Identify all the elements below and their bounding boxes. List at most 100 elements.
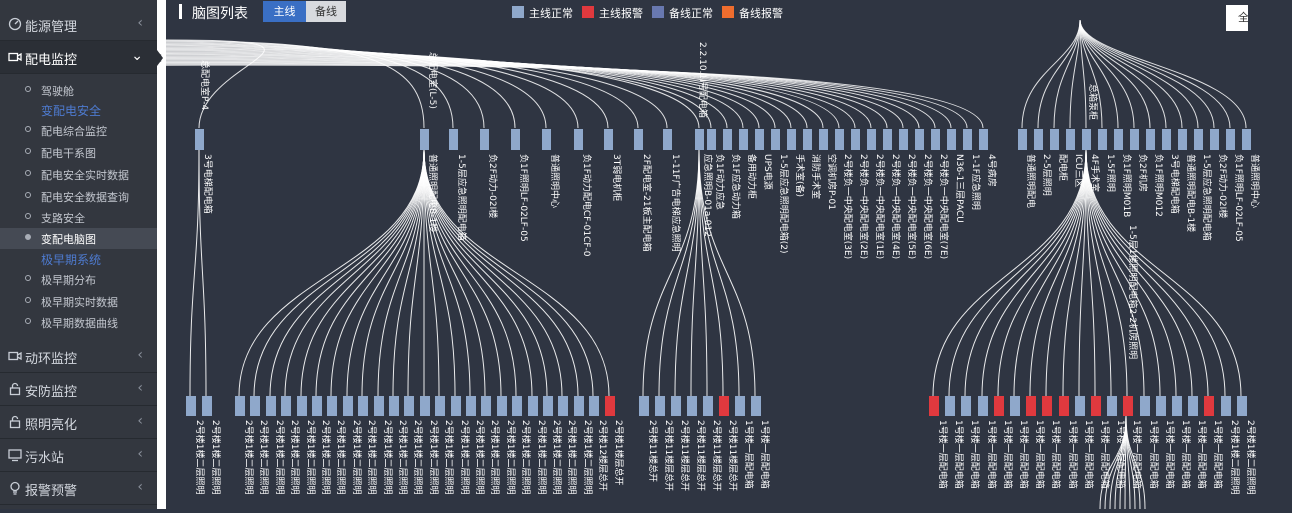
circle-icon [25, 86, 31, 92]
sub-item-4[interactable]: 配电安全数据查询 [0, 186, 157, 207]
tree-link [423, 149, 548, 397]
mind-node-leaf-label: 2号楼1楼二层照明 [536, 420, 548, 494]
nav-lighting[interactable]: 照明亮化 ‹ [0, 406, 157, 439]
sub-item-label: 配电综合监控 [41, 125, 107, 138]
sub-item-6-selected[interactable]: 变配电脑图 [0, 228, 157, 249]
tree-link [315, 149, 425, 397]
nav-power-monitor[interactable]: 配电监控 ⌄ [0, 41, 157, 74]
mind-node-leaf [978, 396, 988, 416]
mind-node-mid [915, 129, 924, 150]
tree-link [407, 149, 425, 397]
mind-node-mid-label: 负1F照明M01B [1121, 154, 1133, 217]
mind-node-leaf [655, 396, 665, 416]
nav-power-monitor-label: 配电监控 [25, 53, 78, 68]
legend-label: 主线正常 [529, 7, 573, 20]
sub-item-label: 极早期数据曲线 [41, 317, 118, 330]
mind-node-leaf [297, 396, 307, 416]
mind-node-leaf [481, 396, 491, 416]
title-accent-bar [179, 4, 182, 19]
tree-link [981, 149, 1087, 397]
nav-env-monitor[interactable]: 动环监控 ‹ [0, 340, 157, 373]
nav-alarm-label: 报警预警 [25, 484, 78, 499]
mind-node-mid [1098, 129, 1107, 150]
mind-node-mid-label: 4号病房 [986, 154, 998, 187]
tree-link [423, 149, 517, 397]
mind-node-leaf-label: 2号楼11楼层总开 [663, 420, 675, 491]
mind-node-leaf [1010, 396, 1020, 416]
mind-node-leaf [1026, 396, 1036, 416]
chevron-left-icon: ‹ [137, 479, 143, 495]
mind-node-leaf-label: 2号楼1楼二层照明 [412, 420, 424, 494]
sub-item-7[interactable]: 极早期分布 [0, 269, 157, 290]
tree-link [948, 149, 1087, 397]
bulb-icon [10, 481, 20, 495]
mind-node-mid [1050, 129, 1059, 150]
nav-security[interactable]: 安防监控 ‹ [0, 373, 157, 406]
mind-node-mid [1018, 129, 1027, 150]
sub-item-8[interactable]: 极早期实时数据 [0, 291, 157, 312]
sub-item-1[interactable]: 配电综合监控 [0, 120, 157, 141]
sub-item-3[interactable]: 配电安全实时数据 [0, 164, 157, 185]
mind-node-mid-label: 3号电梯配电箱 [202, 154, 214, 214]
mind-node-leaf [202, 396, 212, 416]
collapse-arrow-icon[interactable] [157, 0, 166, 509]
tree-link [238, 149, 425, 397]
mind-node-mid-label: 2F配电室-21板主配电箱 [641, 154, 653, 252]
mind-node-mid-label: 手术室(备) [794, 154, 806, 197]
sub-item-9[interactable]: 极早期数据曲线 [0, 312, 157, 333]
nav-alarm[interactable]: 报警预警 ‹ [0, 472, 157, 505]
tree-link [166, 56, 840, 129]
tree-link [423, 149, 610, 397]
gauge-icon [8, 17, 22, 31]
mindmap-canvas[interactable]: 3号电梯配电箱 普通照明配电B-1楼 1-5层应急照明配电箱 负2F动力-02I楼 负1… [166, 0, 1292, 509]
mind-node-mid [931, 129, 940, 150]
mind-node-mid-label: 消防手术室 [810, 154, 822, 199]
sub-cockpit[interactable]: 驾驶舱 [0, 80, 157, 101]
root-label: 2.2.10.1I号配电箱 [697, 42, 709, 118]
mind-node-mid [1178, 129, 1187, 150]
mind-node-mid-label: 负1F照明M012 [1153, 154, 1165, 217]
mind-node-leaf-label: 2号楼1楼二层照明 [320, 420, 332, 494]
mind-node-leaf [404, 396, 414, 416]
tree-link [698, 149, 756, 397]
mind-node-mid-label: 2号楼负一中央配电室(4E) [890, 154, 902, 259]
sub-item-5[interactable]: 支路安全 [0, 207, 157, 228]
mind-node-mid [604, 129, 613, 150]
mind-node-mid [723, 129, 732, 150]
tree-link [1079, 19, 1215, 129]
group-title-substation: 变配电安全 [41, 104, 102, 118]
tree-link [284, 149, 425, 397]
mind-node-leaf-label: 1号楼一层配电箱 [1164, 420, 1176, 489]
tree-link [1037, 19, 1081, 129]
mind-node-mid [542, 129, 551, 150]
mind-node-mid-label: 空调机房P-01 [826, 154, 838, 210]
mind-node-leaf-label: 2号楼1楼二层照明 [382, 420, 394, 494]
tree-link [166, 58, 872, 129]
tree-link [423, 149, 486, 397]
nav-energy[interactable]: 能源管理 ‹ [0, 8, 157, 41]
nav-sewage-label: 污水站 [25, 451, 65, 466]
legend-swatch [582, 6, 594, 18]
fullscreen-button[interactable]: 全屏 [1226, 5, 1248, 31]
legend-label: 备线正常 [669, 7, 713, 20]
mind-node-leaf [497, 396, 507, 416]
tab-backup-line[interactable]: 备线 [306, 1, 346, 22]
camera-icon [8, 351, 22, 361]
legend-swatch [652, 6, 664, 18]
sub-item-2[interactable]: 配电干系图 [0, 142, 157, 163]
tab-main-line[interactable]: 主线 [263, 1, 306, 22]
sub-item-label: 变配电脑图 [41, 233, 96, 246]
mind-node-mid [1146, 129, 1155, 150]
mind-node-leaf-label: 2号楼11楼层总开 [727, 420, 739, 491]
mind-node-mid [851, 129, 860, 150]
mind-node-mid [634, 129, 643, 150]
chevron-down-icon: ⌄ [131, 48, 143, 64]
mind-node-leaf-label: 2号楼1楼二层照明 [566, 420, 578, 494]
tree-link [1069, 19, 1081, 129]
mind-node-mid-label: 2号楼负一中央配电室(3E) [842, 154, 854, 259]
mind-node-mid [787, 129, 796, 150]
mind-node-mid [663, 129, 672, 150]
mind-node-mid [947, 129, 956, 150]
nav-sewage[interactable]: 污水站 ‹ [0, 439, 157, 472]
mind-node-mid-label: ICU三区 [1073, 154, 1084, 188]
